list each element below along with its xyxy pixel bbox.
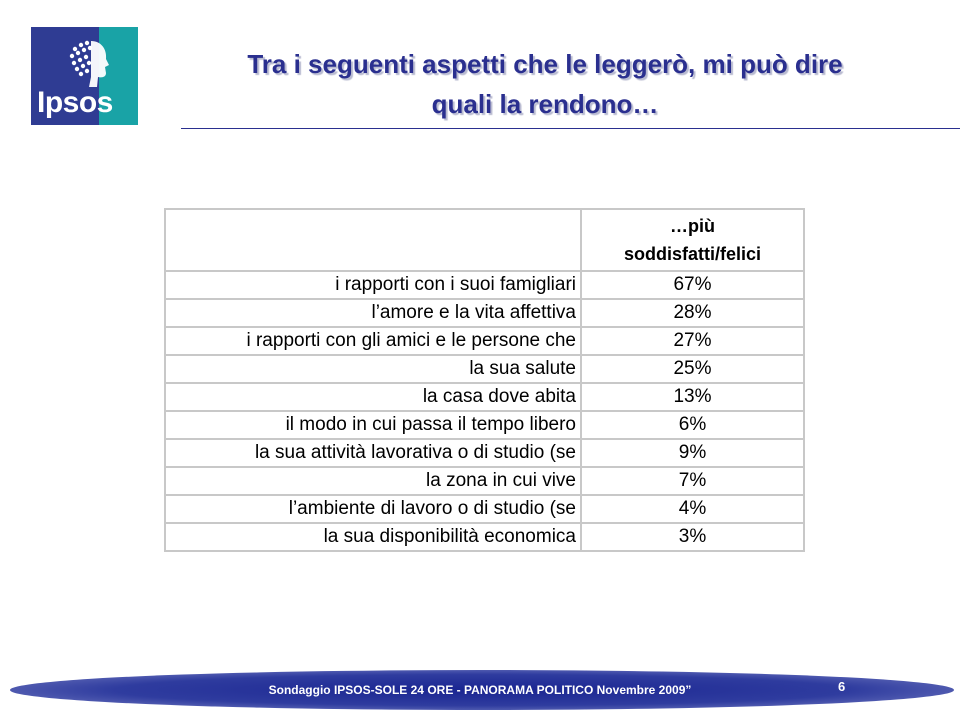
table-row: il modo in cui passa il tempo libero 6% [164,410,805,440]
row-label: i rapporti con gli amici e le persone ch… [164,326,582,356]
ipsos-logo: Ipsos [31,27,138,125]
table-row: i rapporti con gli amici e le persone ch… [164,326,805,356]
row-label: la sua salute [164,354,582,384]
header-empty-cell [164,208,582,272]
row-label: la casa dove abita [164,382,582,412]
row-label: la zona in cui vive [164,466,582,496]
row-value: 25% [580,354,805,384]
column-header-line-1: …più [670,216,715,236]
row-value: 6% [580,410,805,440]
footer-band [10,670,954,710]
row-value: 28% [580,298,805,328]
table-row: l’ambiente di lavoro o di studio (se 4% [164,494,805,524]
row-value: 9% [580,438,805,468]
row-label: la sua disponibilità economica [164,522,582,552]
column-header: …più soddisfatti/felici [580,208,805,272]
row-label: la sua attività lavorativa o di studio (… [164,438,582,468]
table-row: la casa dove abita 13% [164,382,805,412]
table-row: la sua disponibilità economica 3% [164,522,805,552]
row-label: l’amore e la vita affettiva [164,298,582,328]
table-row: i rapporti con i suoi famigliari 67% [164,270,805,300]
table-row: l’amore e la vita affettiva 28% [164,298,805,328]
title-line-1: Tra i seguenti aspetti che le leggerò, m… [247,49,843,79]
row-value: 27% [580,326,805,356]
tree-head-icon [69,40,109,87]
column-header-line-2: soddisfatti/felici [623,244,762,264]
page-number: 6 [838,679,846,694]
table-row: la sua attività lavorativa o di studio (… [164,438,805,468]
results-table: …più soddisfatti/felici i rapporti con i… [164,208,805,552]
title-underline [181,128,960,129]
row-value: 4% [580,494,805,524]
logo-text: Ipsos [37,86,113,119]
footer-text: Sondaggio IPSOS-SOLE 24 ORE - PANORAMA P… [268,683,692,697]
row-label: l’ambiente di lavoro o di studio (se [164,494,582,524]
logo-teal-band [99,27,138,125]
row-value: 7% [580,466,805,496]
page-title: Tra i seguenti aspetti che le leggerò, m… [150,44,940,124]
row-label: i rapporti con i suoi famigliari [164,270,582,300]
table-row: la sua salute 25% [164,354,805,384]
row-value: 3% [580,522,805,552]
row-label: il modo in cui passa il tempo libero [164,410,582,440]
row-value: 13% [580,382,805,412]
table-header-row: …più soddisfatti/felici [164,208,805,272]
title-line-2: quali la rendono… [431,89,659,119]
table-row: la zona in cui vive 7% [164,466,805,496]
row-value: 67% [580,270,805,300]
